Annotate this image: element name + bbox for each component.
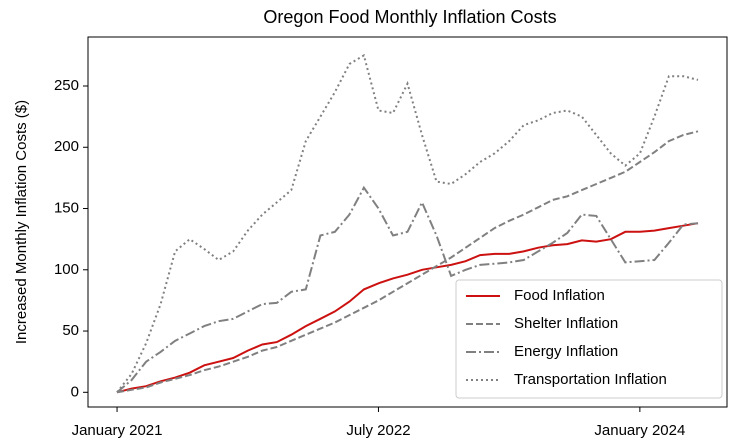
y-tick-label: 50 — [62, 322, 79, 339]
series-line — [116, 222, 699, 394]
y-tick-label: 200 — [54, 138, 79, 155]
y-tick-label: 0 — [71, 383, 79, 400]
chart-title: Oregon Food Monthly Inflation Costs — [263, 7, 556, 27]
series-line — [116, 185, 699, 394]
y-tick-label: 250 — [54, 77, 79, 94]
series-line — [116, 53, 699, 393]
legend-box — [455, 279, 723, 399]
x-tick-label: July 2022 — [346, 422, 410, 439]
x-tick-label: January 2021 — [72, 422, 163, 439]
plot-frame — [87, 36, 728, 408]
y-tick-label: 100 — [54, 261, 79, 278]
legend-label: Shelter Inflation — [514, 315, 618, 332]
legend: Food Inflation Shelter Inflation Energy In… — [455, 279, 723, 399]
series-line — [116, 130, 699, 394]
x-tick-label: January 2024 — [594, 422, 685, 439]
legend-label: Food Inflation — [514, 287, 605, 304]
y-tick-label: 150 — [54, 199, 79, 216]
legend-label: Energy Inflation — [514, 343, 618, 360]
y-axis-label: Increased Monthly Inflation Costs ($) — [13, 100, 30, 344]
legend-label: Transportation Inflation — [514, 371, 667, 388]
